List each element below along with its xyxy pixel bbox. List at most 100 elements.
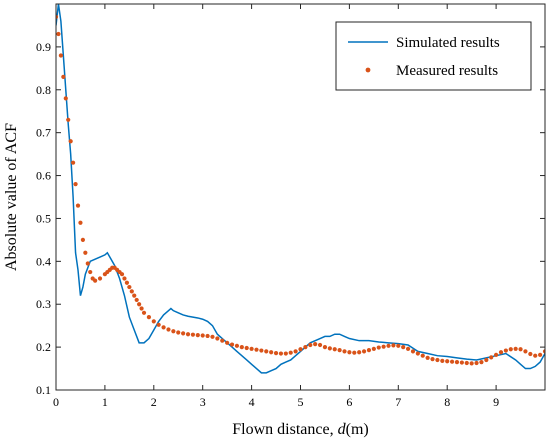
measured-point bbox=[464, 360, 469, 366]
measured-point bbox=[337, 348, 342, 353]
measured-point bbox=[129, 289, 134, 294]
x-tick-label: 1 bbox=[102, 395, 108, 409]
measured-point bbox=[56, 14, 59, 19]
y-axis-label: Absolute value of ACF bbox=[3, 123, 20, 271]
x-tick-label: 7 bbox=[395, 395, 401, 409]
measured-point bbox=[508, 347, 513, 352]
measured-point bbox=[474, 360, 479, 366]
measured-point bbox=[342, 349, 347, 354]
x-tick-label: 6 bbox=[346, 395, 352, 409]
measured-point bbox=[435, 357, 440, 363]
measured-point bbox=[366, 348, 372, 353]
measured-point bbox=[234, 343, 240, 348]
y-tick-label: 0.2 bbox=[36, 340, 51, 354]
y-tick-label: 0.4 bbox=[36, 254, 51, 268]
measured-point bbox=[479, 360, 484, 365]
measured-point bbox=[134, 297, 139, 303]
measured-point bbox=[83, 250, 88, 255]
measured-point bbox=[141, 310, 147, 315]
measured-point bbox=[449, 359, 455, 364]
measured-point bbox=[523, 349, 528, 354]
measured-point bbox=[469, 361, 474, 366]
measured-point bbox=[195, 333, 200, 338]
x-tick-label: 5 bbox=[298, 395, 304, 409]
measured-point bbox=[85, 261, 90, 266]
measured-point bbox=[425, 355, 430, 360]
measured-point bbox=[97, 276, 103, 281]
x-axis-label: Flown distance, d(m) bbox=[232, 421, 368, 438]
measured-point bbox=[73, 182, 78, 187]
measured-point bbox=[288, 350, 293, 355]
measured-point bbox=[322, 345, 328, 350]
measured-point bbox=[200, 333, 205, 338]
measured-point bbox=[420, 353, 425, 358]
measured-point bbox=[283, 351, 288, 356]
measured-point bbox=[518, 347, 523, 352]
measured-point bbox=[269, 350, 274, 355]
measured-point bbox=[225, 340, 230, 345]
measured-point bbox=[454, 360, 460, 365]
measured-point bbox=[376, 345, 381, 350]
measured-point bbox=[405, 346, 411, 351]
measured-point bbox=[278, 351, 284, 356]
legend-box bbox=[335, 21, 532, 91]
measured-point bbox=[386, 343, 391, 348]
measured-point bbox=[259, 348, 264, 353]
y-tick-label: 0.5 bbox=[36, 211, 51, 225]
measured-point bbox=[68, 139, 73, 144]
measured-point bbox=[80, 237, 85, 242]
measured-point bbox=[361, 349, 367, 354]
measured-point bbox=[542, 349, 545, 354]
measured-point bbox=[75, 203, 81, 208]
measured-point bbox=[440, 358, 445, 363]
measured-point bbox=[205, 333, 210, 339]
measured-point bbox=[313, 342, 318, 347]
measured-point bbox=[66, 117, 71, 122]
measured-point bbox=[494, 352, 499, 357]
measured-point bbox=[151, 319, 156, 324]
x-tick-label: 8 bbox=[444, 395, 450, 409]
measured-point bbox=[156, 322, 161, 327]
measured-point bbox=[410, 349, 416, 354]
measured-point bbox=[93, 278, 98, 283]
measured-point bbox=[171, 329, 176, 334]
measured-point bbox=[293, 349, 298, 354]
measured-point bbox=[58, 53, 63, 58]
measured-point bbox=[63, 96, 68, 101]
x-tick-label: 3 bbox=[200, 395, 206, 409]
measured-point bbox=[132, 293, 137, 298]
measured-point bbox=[139, 306, 144, 311]
measured-point bbox=[176, 330, 181, 335]
y-tick-label: 0.1 bbox=[36, 383, 51, 397]
x-tick-label: 9 bbox=[493, 395, 499, 409]
measured-point bbox=[308, 342, 313, 348]
legend-label: Simulated results bbox=[396, 35, 500, 51]
measured-point bbox=[254, 347, 259, 352]
measured-point bbox=[352, 350, 357, 355]
legend-swatch-measured bbox=[365, 67, 371, 73]
measured-point bbox=[71, 160, 76, 165]
measured-point bbox=[124, 280, 130, 285]
measured-point bbox=[127, 284, 132, 290]
measured-point bbox=[396, 343, 401, 348]
measured-point bbox=[503, 348, 508, 353]
measured-point bbox=[371, 346, 376, 351]
measured-point bbox=[78, 220, 83, 225]
measured-point bbox=[498, 350, 504, 355]
x-tick-label: 0 bbox=[53, 395, 59, 409]
x-tick-label: 2 bbox=[151, 395, 157, 409]
measured-point bbox=[528, 351, 533, 357]
y-tick-label: 0.3 bbox=[36, 297, 51, 311]
measured-point bbox=[317, 342, 323, 348]
measured-point bbox=[220, 338, 225, 343]
x-tick-label: 4 bbox=[249, 395, 255, 409]
measured-point bbox=[538, 352, 543, 357]
measured-point bbox=[122, 276, 127, 281]
measured-point bbox=[489, 355, 494, 360]
measured-point bbox=[347, 350, 352, 355]
measured-point bbox=[327, 346, 332, 351]
measured-point bbox=[249, 346, 254, 351]
measured-point bbox=[215, 336, 220, 341]
